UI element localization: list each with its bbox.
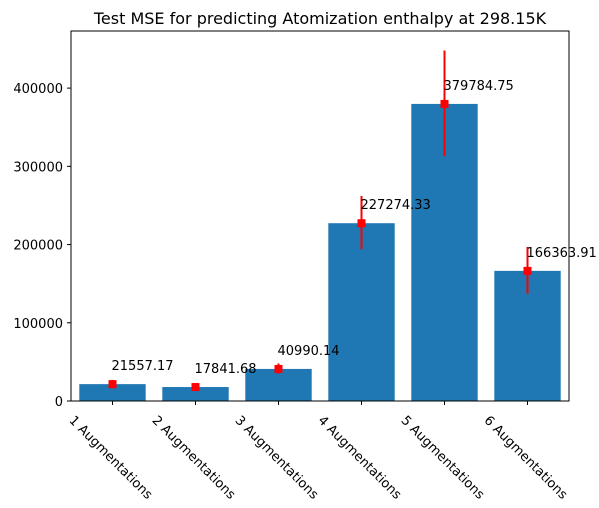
x-tick-label-5: 5 Augmentations <box>398 413 488 503</box>
marker-2 <box>191 383 200 392</box>
chart-title: Test MSE for predicting Atomization enth… <box>93 9 547 28</box>
x-tick-label-1: 1 Augmentations <box>66 413 156 503</box>
y-tick-label-0: 0 <box>55 395 63 410</box>
data-label-4: 227274.33 <box>361 198 431 213</box>
data-label-2: 17841.68 <box>195 362 257 377</box>
bar-1 <box>79 384 146 401</box>
bar-2 <box>162 387 229 401</box>
marker-4 <box>357 219 366 228</box>
y-tick-label-4: 400000 <box>13 82 63 97</box>
data-label-1: 21557.17 <box>112 359 174 374</box>
marker-6 <box>523 266 532 275</box>
data-label-5: 379784.75 <box>444 79 514 94</box>
bar-4 <box>328 223 395 401</box>
data-label-3: 40990.14 <box>278 344 340 359</box>
plot-area: 21557.17 17841.68 40990.14 227274.33 379784.… <box>13 30 597 503</box>
y-tick-label-2: 200000 <box>13 239 63 254</box>
axes-frame <box>70 30 570 402</box>
marker-5 <box>440 99 449 108</box>
x-tick-label-6: 6 Augmentations <box>481 413 571 503</box>
x-tick-label-4: 4 Augmentations <box>315 413 405 503</box>
marker-3 <box>274 364 283 373</box>
marker-1 <box>108 380 117 389</box>
y-tick-label-3: 300000 <box>13 160 63 175</box>
y-tick-label-1: 100000 <box>13 317 63 332</box>
bar-3 <box>245 368 312 401</box>
x-tick-label-2: 2 Augmentations <box>149 413 239 503</box>
x-tick-label-3: 3 Augmentations <box>232 413 322 503</box>
data-label-6: 166363.91 <box>527 246 597 261</box>
